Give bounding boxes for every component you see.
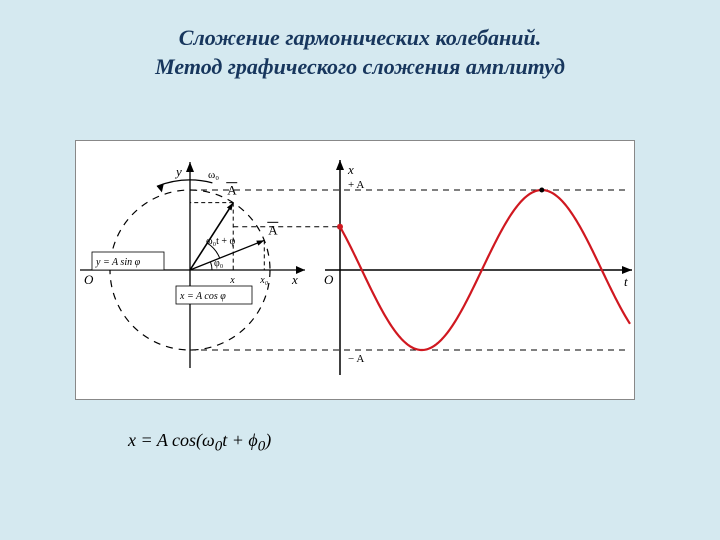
diagram-svg: x t O + A − A y x Oω₀ A Aω₀t + φ φ₀ x x₀ y = A sin φ x… [75,140,635,400]
figure-container: x t O + A − A y x Oω₀ A Aω₀t + φ φ₀ x x₀ y = A sin φ x… [75,140,635,405]
svg-text:x: x [229,275,235,286]
svg-text:O: O [324,272,334,287]
svg-text:x: x [291,272,298,287]
svg-text:x₀: x₀ [259,275,268,286]
svg-text:φ₀: φ₀ [214,258,224,269]
svg-text:x = A cos φ: x = A cos φ [179,291,226,302]
svg-text:ω₀: ω₀ [208,169,219,181]
svg-text:− A: − A [348,353,364,365]
slide-title: Сложение гармонических колебаний. Метод … [0,24,720,81]
svg-text:A: A [227,183,237,198]
svg-text:y = A sin φ: y = A sin φ [95,257,141,268]
slide: Сложение гармонических колебаний. Метод … [0,0,720,540]
title-line1: Сложение гармонических колебаний. [179,25,541,50]
svg-text:y: y [174,164,182,179]
svg-text:A: A [268,222,278,237]
formula: x = A cos(ω0t + ϕ0) [128,430,271,456]
svg-text:x: x [347,162,354,177]
title-line2: Метод графического сложения амплитуд [155,54,565,79]
svg-text:O: O [84,272,94,287]
svg-text:ω₀t + φ: ω₀t + φ [206,236,235,247]
svg-text:+ A: + A [348,179,364,191]
svg-text:t: t [624,274,628,289]
